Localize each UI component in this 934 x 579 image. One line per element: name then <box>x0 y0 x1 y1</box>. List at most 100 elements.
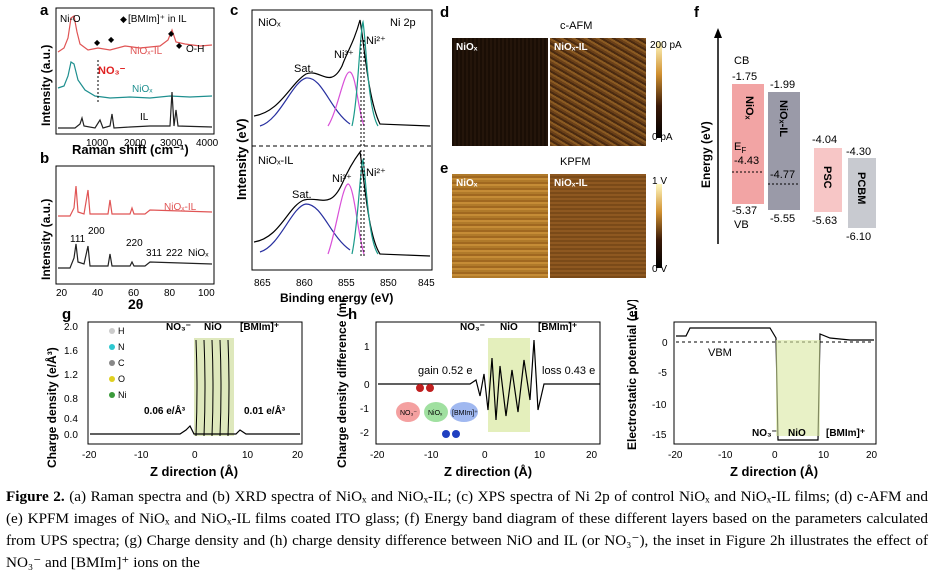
nio-slab <box>488 338 530 432</box>
band-ef-nio-il: -4.77 <box>770 169 795 181</box>
raman-xtick: 2000 <box>124 138 147 149</box>
g-ylabel: Charge density (e/Å³) <box>44 347 59 468</box>
g-ytick: 0.8 <box>64 394 78 405</box>
panel-c: c NiOₓ Ni 2p Sat. Ni³⁺ Ni²⁺ NiOₓ-IL Sat.… <box>230 0 440 305</box>
xps-niox-envelope <box>253 19 431 127</box>
band-ylabel: Energy (eV) <box>699 121 713 188</box>
xrd-xtick: 60 <box>128 288 140 299</box>
panel-i: i VBM NO₃⁻ NiO [BMIm]⁺ 0 -5 -10 -15 -20 … <box>610 299 934 482</box>
nio-slab <box>776 340 820 436</box>
raman-annotation-ni-o: Ni-O <box>60 14 81 25</box>
panel-label: f <box>694 4 699 21</box>
panel-d: d c-AFM NiOₓ NiOₓ-IL 200 pA 0 pA <box>440 0 690 150</box>
caption-figure-number: Figure 2. <box>6 488 65 505</box>
raman-il-series <box>58 91 213 129</box>
xps-nio-il-ni2 <box>351 157 379 255</box>
xrd-label-niox: NiOₓ <box>188 248 209 259</box>
xps-nio-il-ni3 <box>327 183 365 255</box>
xrd-peak-200: 200 <box>88 226 105 237</box>
xrd-peak-111: 111 <box>70 234 86 245</box>
h-xlabel: Z direction (Å) <box>444 464 532 479</box>
cafm-title: c-AFM <box>560 20 593 32</box>
panel-g: g H N C O Ni NO₃⁻ NiO [BMIm]⁺ 0.06 e/Å³ … <box>0 300 320 482</box>
charge-diff-chart: NO₃⁻ NiO [BMIm]⁺ gain 0.52 e loss 0.43 e… <box>334 272 601 479</box>
g-ytick: 0.0 <box>64 430 78 441</box>
caption-text: (a) Raman spectra and (b) XRD spectra of… <box>6 488 928 571</box>
legend-c: C <box>118 358 125 368</box>
xps-label-ni3: Ni³⁺ <box>334 49 354 61</box>
band-name-pcbm: PCBM <box>855 172 867 204</box>
raman-label-il: IL <box>140 112 149 123</box>
xps-label-sat: Sat. <box>292 189 312 201</box>
h-ytick: -1 <box>360 404 369 415</box>
xrd-niox-series <box>58 243 213 269</box>
diamond-marker: ◆ <box>94 38 101 47</box>
cafm-scale-bottom: 0 pA <box>652 132 673 143</box>
h-loss: loss 0.43 e <box>542 365 595 377</box>
ann-right: 0.01 e/Å³ <box>244 404 286 417</box>
xrd-xtick: 40 <box>92 288 104 299</box>
raman-ylabel: Intensity (a.u.) <box>39 45 53 126</box>
kpfm-colorbar <box>656 184 662 268</box>
diamond-marker: ◆ <box>120 14 127 24</box>
panel-a: a Ni-O [BMIm]⁺ in IL ◆ ◆ ◆ ◆ ◆ O-H NO₃⁻ … <box>0 0 230 157</box>
xrd-xtick: 20 <box>56 288 68 299</box>
inset-bmim: [BMIm]⁺ <box>452 410 478 417</box>
raman-chart: Ni-O [BMIm]⁺ in IL ◆ ◆ ◆ ◆ ◆ O-H NO₃⁻ Ni… <box>39 7 219 149</box>
xps-niox-ni3 <box>327 71 365 127</box>
h-ytick: 1 <box>364 342 370 353</box>
h-xtick: 10 <box>534 450 546 461</box>
band-bar-niox <box>732 84 764 204</box>
i-ylabel: Electrostatic potential (eV) <box>625 300 639 450</box>
panel-label: c <box>230 2 239 19</box>
xps-niox-ni2 <box>351 19 379 127</box>
raman-annotation-bmim: [BMIm]⁺ in IL <box>128 14 187 25</box>
i-xtick: -20 <box>668 450 683 461</box>
inset-no3: NO₃⁻ <box>400 410 417 417</box>
i-xtick: -10 <box>718 450 733 461</box>
g-xtick: 0 <box>192 450 198 461</box>
h-xtick: -20 <box>370 450 385 461</box>
xrd-ylabel: Intensity (a.u.) <box>39 199 53 280</box>
i-group-nio: NiO <box>788 428 806 439</box>
group-nio: NiO <box>204 322 222 333</box>
h-ytick: 0 <box>364 380 370 391</box>
raman-label-niox: NiOₓ <box>132 84 153 95</box>
band-bar-pcbm <box>848 158 876 228</box>
xrd-xtick: 100 <box>198 288 215 299</box>
panel-b: b NiOₓ-IL 111 200 220 311 222 NiOₓ 20 40… <box>0 150 230 312</box>
raman-nio-il-series <box>57 14 213 53</box>
band-diagram: Energy (eV) CB -1.75 -1.99 -4.04 -4.30 E… <box>699 28 876 244</box>
inset-niox: NiOₓ <box>428 410 443 417</box>
h-xtick: 20 <box>586 450 598 461</box>
panel-label: h <box>348 306 358 323</box>
panel-label: d <box>440 4 450 21</box>
xps-label-niox: NiOₓ <box>258 17 281 29</box>
ann-left: 0.06 e/Å³ <box>144 404 186 417</box>
band-top-psc: -4.04 <box>812 134 837 146</box>
charge-density-chart: H N C O Ni NO₃⁻ NiO [BMIm]⁺ 0.06 e/Å³ 0.… <box>44 321 304 479</box>
xps-xtick: 850 <box>380 278 397 289</box>
xps-xtick: 845 <box>418 278 435 289</box>
legend-h: H <box>118 326 125 336</box>
diamond-marker: ◆ <box>176 41 183 50</box>
xrd-nio-il-series <box>58 185 213 217</box>
raman-annotation-oh: O-H <box>186 44 204 55</box>
cafm-label-left: NiOₓ <box>456 42 478 53</box>
xrd-xtick: 80 <box>164 288 176 299</box>
band-top-nio-il: -1.99 <box>770 79 795 91</box>
xps-chart: NiOₓ Ni 2p Sat. Ni³⁺ Ni²⁺ NiOₓ-IL Sat. N… <box>234 9 435 305</box>
g-ytick: 0.4 <box>64 414 78 425</box>
raman-niox-series <box>57 61 213 99</box>
g-xlabel: Z direction (Å) <box>150 464 238 479</box>
band-ef: EF <box>734 141 746 155</box>
raman-xtick: 1000 <box>86 138 109 149</box>
band-bottom-pcbm: -6.10 <box>846 231 871 243</box>
xps-label-ni2: Ni²⁺ <box>366 167 386 179</box>
group-bmim: [BMIm]⁺ <box>240 322 279 333</box>
kpfm-scale-bottom: 0 V <box>652 264 668 275</box>
kpfm-title: KPFM <box>560 156 591 168</box>
raman-xtick: 4000 <box>196 138 219 149</box>
h-group-no3: NO₃⁻ <box>460 322 485 333</box>
g-xtick: -20 <box>82 450 97 461</box>
